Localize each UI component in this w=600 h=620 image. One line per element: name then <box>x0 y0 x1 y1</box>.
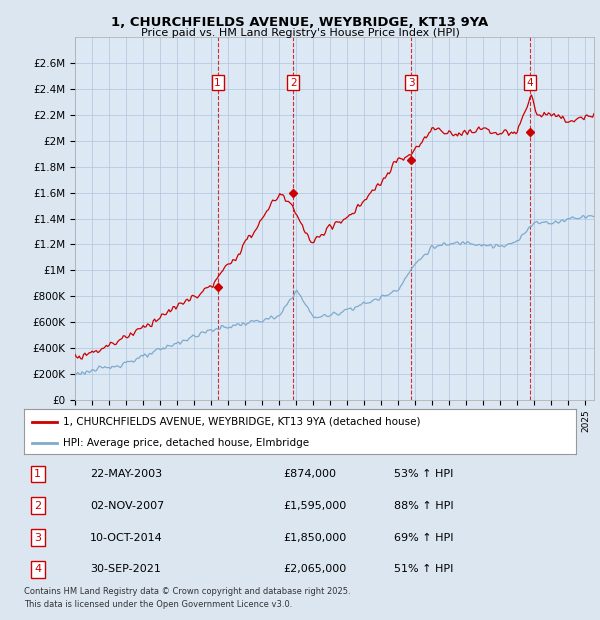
Text: 10-OCT-2014: 10-OCT-2014 <box>90 533 163 542</box>
Text: 4: 4 <box>527 78 533 87</box>
Text: £1,595,000: £1,595,000 <box>283 501 347 511</box>
Text: 1, CHURCHFIELDS AVENUE, WEYBRIDGE, KT13 9YA (detached house): 1, CHURCHFIELDS AVENUE, WEYBRIDGE, KT13 … <box>62 417 420 427</box>
Text: 3: 3 <box>408 78 415 87</box>
Text: 53% ↑ HPI: 53% ↑ HPI <box>394 469 453 479</box>
Text: This data is licensed under the Open Government Licence v3.0.: This data is licensed under the Open Gov… <box>24 600 292 609</box>
Text: HPI: Average price, detached house, Elmbridge: HPI: Average price, detached house, Elmb… <box>62 438 309 448</box>
Text: 1: 1 <box>214 78 221 87</box>
Text: 69% ↑ HPI: 69% ↑ HPI <box>394 533 454 542</box>
Text: 22-MAY-2003: 22-MAY-2003 <box>90 469 163 479</box>
Text: 1, CHURCHFIELDS AVENUE, WEYBRIDGE, KT13 9YA: 1, CHURCHFIELDS AVENUE, WEYBRIDGE, KT13 … <box>112 16 488 29</box>
Text: 3: 3 <box>34 533 41 542</box>
Text: Price paid vs. HM Land Registry's House Price Index (HPI): Price paid vs. HM Land Registry's House … <box>140 28 460 38</box>
Text: £874,000: £874,000 <box>283 469 337 479</box>
Text: 1: 1 <box>34 469 41 479</box>
Text: 88% ↑ HPI: 88% ↑ HPI <box>394 501 454 511</box>
Text: 51% ↑ HPI: 51% ↑ HPI <box>394 564 453 574</box>
Text: 2: 2 <box>34 501 41 511</box>
Text: £2,065,000: £2,065,000 <box>283 564 347 574</box>
Text: 02-NOV-2007: 02-NOV-2007 <box>90 501 164 511</box>
Text: 30-SEP-2021: 30-SEP-2021 <box>90 564 161 574</box>
Text: £1,850,000: £1,850,000 <box>283 533 347 542</box>
Text: Contains HM Land Registry data © Crown copyright and database right 2025.: Contains HM Land Registry data © Crown c… <box>24 587 350 596</box>
Text: 4: 4 <box>34 564 41 574</box>
Text: 2: 2 <box>290 78 296 87</box>
